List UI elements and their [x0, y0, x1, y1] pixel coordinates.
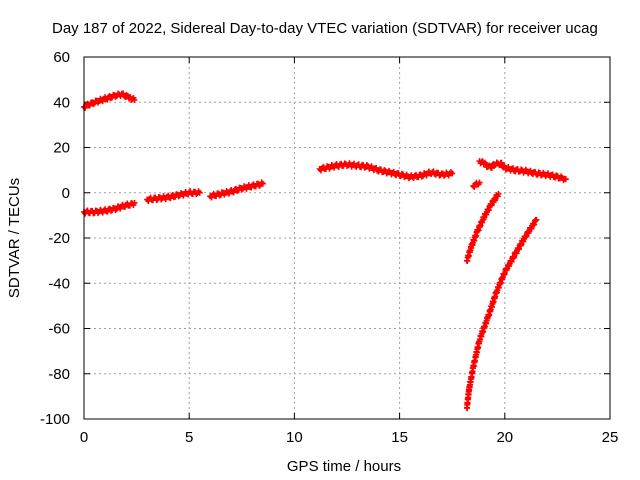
x-tick-label: 15 [391, 429, 408, 446]
grid-lines [84, 57, 610, 419]
series-arc-8 [470, 179, 483, 190]
x-tick-label: 0 [80, 429, 88, 446]
x-tick-label: 10 [286, 429, 303, 446]
x-tick-labels: 0 5 10 15 20 25 [80, 429, 619, 446]
y-axis-label: SDTVAR / TECUs [6, 178, 23, 298]
y-tick-label: -100 [40, 411, 70, 428]
data-point [449, 170, 456, 177]
y-tick-label: 60 [53, 49, 70, 66]
data-point [562, 176, 569, 183]
y-tick-labels: -100 -80 -60 -40 -20 0 20 40 60 [40, 49, 70, 428]
series-arc-7 [463, 190, 502, 264]
x-tick-label: 20 [496, 429, 513, 446]
x-tick-label: 5 [185, 429, 193, 446]
x-tick-label: 25 [602, 429, 619, 446]
series-arc-3 [144, 188, 203, 204]
series-arc-9 [463, 216, 540, 412]
y-tick-label: -20 [48, 230, 70, 247]
data-point [495, 190, 502, 197]
y-tick-label: -40 [48, 275, 70, 292]
data-point [131, 96, 138, 103]
chart-title: Day 187 of 2022, Sidereal Day-to-day VTE… [52, 20, 598, 37]
data-point [90, 101, 97, 108]
data-point [381, 166, 388, 173]
data-point [196, 189, 203, 196]
y-tick-label: 0 [62, 185, 70, 202]
data-point [259, 180, 266, 187]
data-marks [81, 90, 569, 412]
data-point [131, 199, 138, 206]
y-tick-label: 20 [53, 140, 70, 157]
data-point [112, 206, 119, 213]
series-arc-6 [476, 158, 569, 184]
y-tick-label: -60 [48, 321, 70, 338]
series-arc-1 [81, 90, 138, 111]
series-arc-5 [316, 160, 456, 182]
data-point [256, 182, 263, 189]
data-point [363, 162, 370, 169]
x-axis-label: GPS time / hours [287, 458, 401, 475]
series-arc-4 [207, 179, 266, 201]
y-tick-label: -80 [48, 366, 70, 383]
plot-frame [83, 56, 611, 420]
data-point [476, 179, 483, 186]
y-tick-label: 40 [53, 94, 70, 111]
data-point [86, 102, 93, 109]
data-point [418, 173, 425, 180]
data-point [533, 216, 540, 223]
